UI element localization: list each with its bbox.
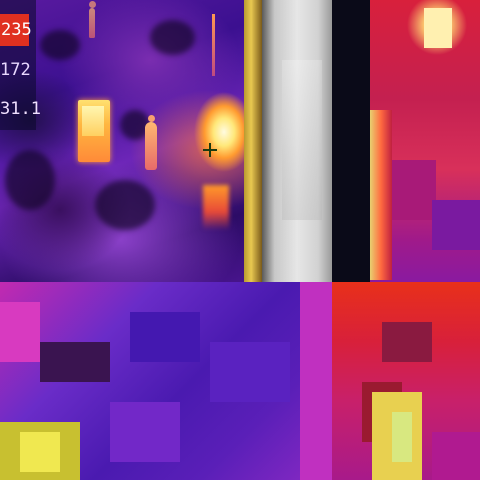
pixel-block	[300, 282, 332, 480]
zoom-crop-bottom-left	[0, 282, 332, 480]
pixel-block	[210, 342, 290, 402]
hot-pixel-block	[392, 412, 412, 462]
min-temperature-label: 31.1	[0, 99, 41, 119]
max-temperature-label: 235	[0, 14, 29, 46]
hot-pixel-block	[424, 8, 452, 48]
heat-source-window	[78, 100, 110, 162]
pixel-block	[110, 402, 180, 462]
cold-region	[95, 180, 155, 230]
heat-trail	[203, 185, 229, 230]
person-heat-signature	[145, 122, 157, 170]
cold-region	[5, 150, 55, 210]
cold-region	[150, 20, 195, 55]
hot-edge-band	[370, 110, 392, 280]
zoom-crop-top-right	[332, 0, 480, 282]
screen-bezel	[244, 0, 262, 282]
temperature-scale-panel: 235 172 31.1	[0, 0, 36, 130]
wall-background	[262, 0, 332, 282]
pixel-block	[432, 432, 480, 480]
pixel-block	[432, 200, 480, 250]
wall-shading	[282, 60, 322, 220]
thermal-image-view: 235 172 31.1	[0, 0, 262, 282]
pixel-block	[130, 312, 200, 362]
hot-pixel-block	[20, 432, 60, 472]
zoom-crop-bottom-right	[332, 282, 480, 480]
mid-temperature-label: 172	[0, 60, 31, 80]
pixel-block	[0, 302, 40, 362]
pole-heat-signature	[212, 14, 215, 76]
crosshair-icon	[203, 143, 217, 157]
pixel-block	[392, 160, 436, 220]
cold-region	[40, 30, 80, 60]
pixel-block	[382, 322, 432, 362]
heat-source-core	[82, 106, 104, 136]
pixel-block	[40, 342, 110, 382]
person-heat-signature	[89, 8, 95, 38]
